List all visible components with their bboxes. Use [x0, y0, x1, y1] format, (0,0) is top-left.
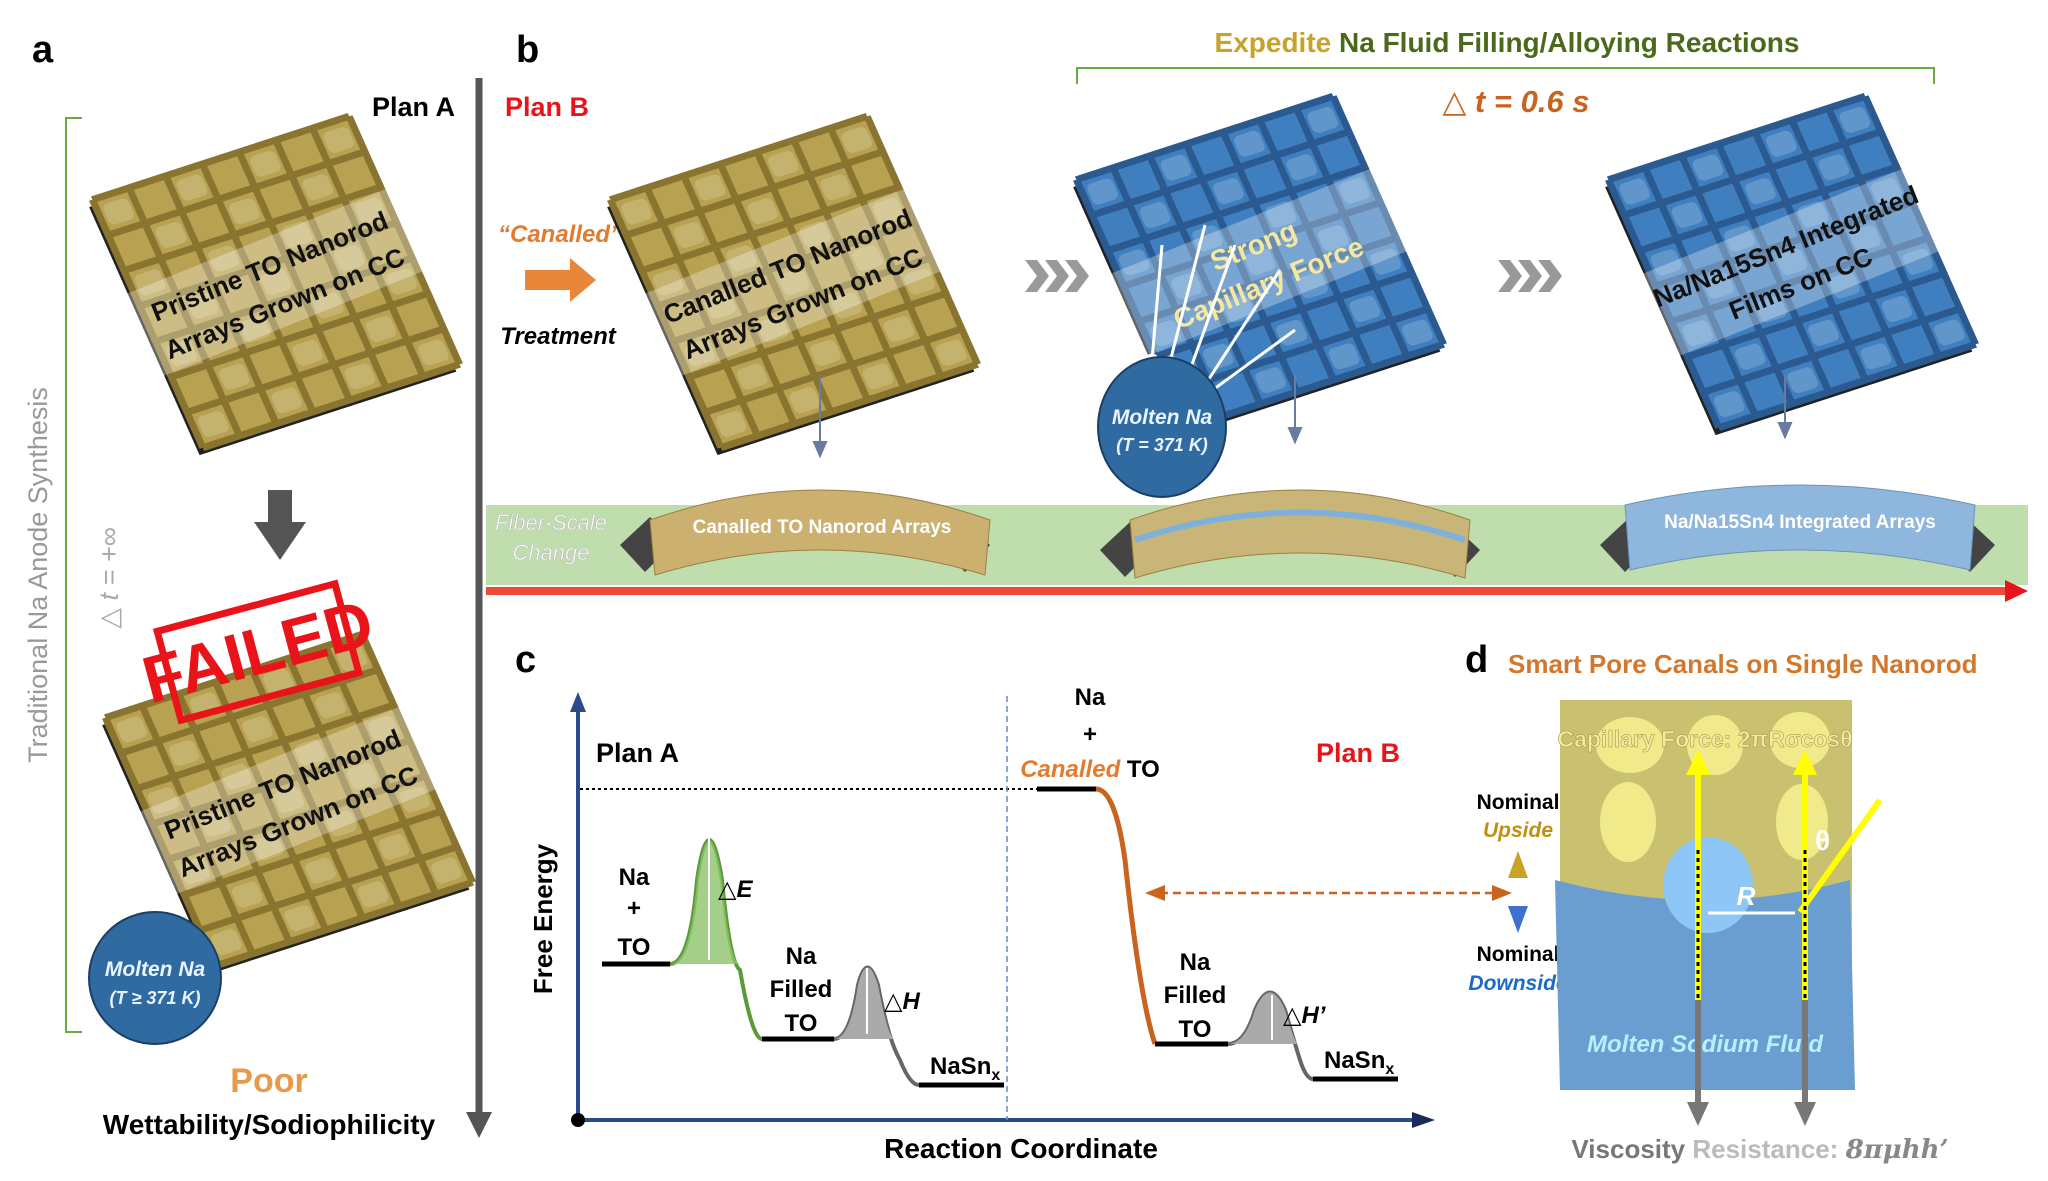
title-bracket — [1076, 67, 1935, 84]
label-na-filled-b: TO — [1179, 1016, 1212, 1043]
down-arrow-icon — [254, 490, 306, 560]
panel-label-c: c — [515, 639, 536, 681]
side-bracket — [65, 117, 82, 1033]
x-axis-arrow — [1412, 1112, 1435, 1128]
molten-na-sphere-b: Molten Na (T = 371 K) — [1097, 356, 1227, 498]
svg-text:Molten Na: Molten Na — [1112, 406, 1213, 429]
treatment-label: Treatment — [500, 323, 617, 350]
label-na-to: Na — [619, 864, 650, 891]
energy-gap-arrow-left — [1145, 885, 1165, 901]
y-axis-arrow — [570, 692, 586, 712]
label-na-canalled: Canalled TO — [1020, 756, 1160, 783]
svg-text:(T = 371 K): (T = 371 K) — [1116, 435, 1208, 455]
plan-b-curve — [1037, 786, 1158, 1045]
panel-b-title: Expedite Na Fluid Filling/Alloying React… — [1215, 27, 1800, 58]
label-na-filled: TO — [785, 1010, 818, 1037]
barrier-h — [834, 967, 895, 1039]
plan-a-label: Plan A — [372, 92, 455, 122]
fiber-canalled: Canalled TO Nanorod Arrays — [620, 489, 991, 576]
label-delta-h-prime: △H’ — [1283, 1002, 1326, 1029]
capillary-force-arrows — [1686, 750, 1817, 1000]
label-nasnx-b: NaSnx — [1324, 1047, 1394, 1078]
label-delta-e: △E — [718, 876, 753, 903]
canalled-label: “Canalled” — [498, 221, 622, 248]
nanorod: Capillary Force: 2πRσcosθ Molten Sodium … — [1555, 700, 1883, 1090]
up-triangle-icon — [1508, 851, 1528, 878]
molten-na-sphere-a: Molten Na (T ≥ 371 K) — [88, 911, 222, 1045]
axis-origin — [571, 1113, 585, 1127]
result-wettability: Wettability/Sodiophilicity — [103, 1109, 436, 1140]
label-na-canalled: + — [1083, 721, 1097, 748]
capillary-force-label: Capillary Force: 2πRσcosθ — [1557, 726, 1852, 752]
panel-label-a: a — [32, 29, 54, 71]
chevrons-icon — [1498, 260, 1562, 292]
divider-arrow-head — [466, 1112, 492, 1138]
barrier-e — [670, 840, 740, 964]
plan-b-label: Plan B — [505, 92, 589, 122]
x-axis-label: Reaction Coordinate — [884, 1133, 1158, 1164]
molten-sodium-fluid-label: Molten Sodium Fluid — [1587, 1031, 1824, 1058]
plan-a-chart-label: Plan A — [596, 738, 679, 768]
result-poor: Poor — [230, 1062, 307, 1100]
delta-t-value: △ t = 0.6 s — [1442, 84, 1589, 119]
plan-b-chart-label: Plan B — [1316, 738, 1400, 768]
panel-label-b: b — [516, 29, 539, 71]
side-title: Traditional Na Anode Synthesis — [23, 387, 53, 763]
label-na-canalled: Na — [1075, 684, 1106, 711]
chevrons-icon — [1025, 260, 1089, 292]
viscosity-arrows — [1687, 1000, 1816, 1126]
contact-angle-line — [1797, 798, 1883, 914]
label-delta-h: △H — [884, 988, 920, 1015]
svg-text:Na/Na15Sn4 Integrated Arrays: Na/Na15Sn4 Integrated Arrays — [1664, 512, 1936, 533]
nominal-downside: Nominal — [1477, 943, 1560, 966]
label-na-filled: Filled — [770, 976, 833, 1003]
svg-text:Canalled TO Nanorod Arrays: Canalled TO Nanorod Arrays — [693, 517, 952, 538]
energy-gap-arrow-right — [1492, 885, 1512, 901]
barrier-h-prime — [1228, 992, 1298, 1044]
label-na-filled-b: Na — [1180, 949, 1211, 976]
nominal-downside: Downside — [1468, 972, 1567, 995]
panel-label-d: d — [1465, 639, 1488, 681]
fiber-integrated: Na/Na15Sn4 Integrated Arrays — [1600, 484, 1995, 572]
fiber-filling — [1100, 489, 1480, 579]
label-na-filled: Na — [786, 943, 817, 970]
panel-c: c Free Energy Reaction Coordinate Plan A… — [515, 639, 1512, 1164]
svg-text:Molten Na: Molten Na — [105, 958, 206, 981]
label-nasnx-a: NaSnx — [930, 1053, 1000, 1084]
treatment-arrow-icon — [525, 258, 596, 302]
label-na-to: + — [627, 895, 641, 922]
progress-arrow — [486, 587, 2006, 595]
energy-levels-a — [602, 961, 834, 1042]
fiber-scale-label: Fiber-Scale — [495, 510, 607, 535]
down-triangle-icon — [1508, 906, 1528, 933]
label-na-to: TO — [618, 934, 651, 961]
panel-a: a Plan A Traditional Na Anode Synthesis … — [23, 29, 492, 1140]
radius-label: R — [1737, 881, 1756, 911]
delta-t-infinite: △ t = +∞ — [94, 527, 124, 629]
viscosity-resistance-label: Viscosity Resistance: 8πμhh’ — [1571, 1134, 1948, 1165]
nominal-upside: Nominal — [1477, 791, 1560, 814]
zoom-pointers — [812, 375, 1793, 459]
svg-text:(T ≥ 371 K): (T ≥ 371 K) — [110, 988, 201, 1008]
energy-levels-b — [1037, 786, 1228, 1047]
fiber-scale-label: Change — [512, 540, 589, 565]
nominal-upside: Upside — [1483, 819, 1553, 842]
theta-label: θ — [1815, 825, 1830, 856]
label-na-filled-b: Filled — [1164, 982, 1227, 1009]
panel-d-title: Smart Pore Canals on Single Nanorod — [1508, 649, 1978, 679]
progress-arrow-head — [2005, 580, 2028, 602]
panel-d: d Smart Pore Canals on Single Nanorod No… — [1465, 639, 1978, 1165]
panel-b: b Plan B Expedite Na Fluid Filling/Alloy… — [486, 27, 2028, 602]
y-axis-label: Free Energy — [528, 843, 558, 994]
